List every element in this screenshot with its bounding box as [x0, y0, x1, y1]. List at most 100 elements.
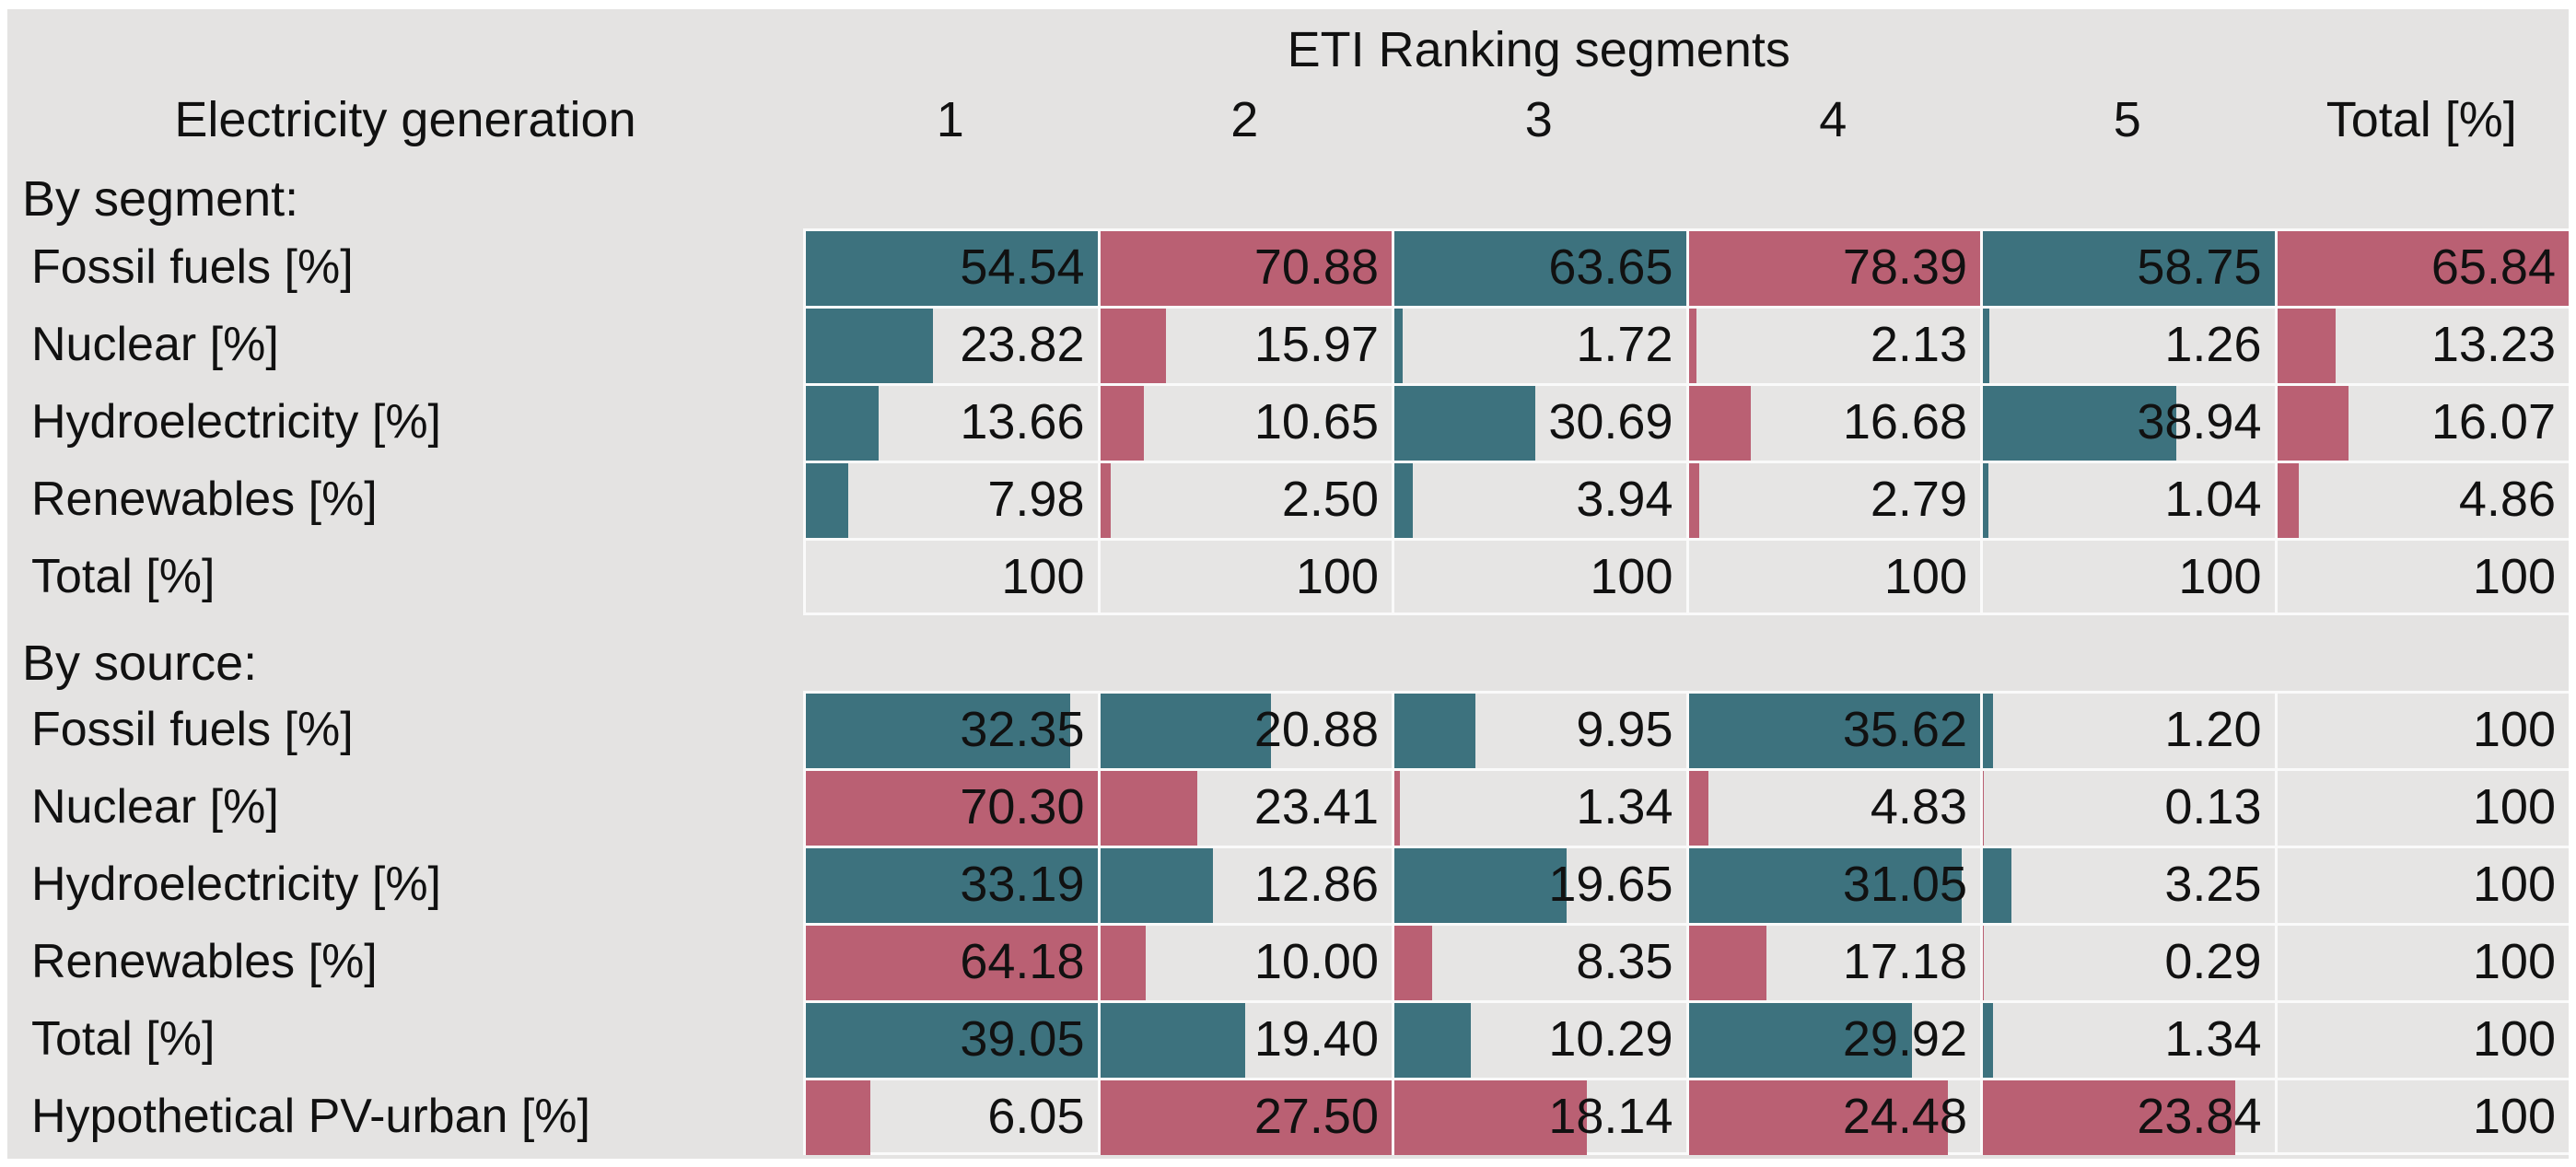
row-label: Renewables [%] [31, 935, 378, 988]
cell-value: 1.04 [2164, 472, 2262, 527]
data-cell: 19.65 [1392, 846, 1686, 923]
data-cell: 10.29 [1392, 1000, 1686, 1078]
data-bar [1688, 1080, 1949, 1155]
data-bar [1688, 694, 1980, 768]
cell-value: 100 [2472, 1089, 2556, 1144]
data-cell: 8.35 [1392, 923, 1686, 1000]
data-cell: 100 [2274, 923, 2569, 1000]
data-bar [1394, 1080, 1587, 1155]
data-bar [1688, 309, 1697, 383]
data-cell: 1.72 [1392, 306, 1686, 383]
data-bar [1100, 694, 1272, 768]
cell-value: 30.69 [1548, 394, 1673, 449]
data-bar [806, 231, 1098, 306]
cell-value: 2.79 [1870, 472, 1967, 527]
cell-value: 100 [1883, 549, 1967, 604]
data-cell: 4.86 [2274, 461, 2569, 538]
column-header-5: 5 [2113, 92, 2141, 147]
cell-value: 19.65 [1548, 857, 1673, 912]
data-cell: 6.05 [803, 1078, 1098, 1155]
data-bar [1394, 463, 1413, 538]
data-cell: 70.88 [1097, 228, 1392, 306]
data-cell: 15.97 [1097, 306, 1392, 383]
row-label: Hydroelectricity [%] [31, 858, 441, 911]
cell-value: 31.05 [1842, 857, 1967, 912]
data-cell: 32.35 [803, 691, 1098, 768]
data-cell: 10.65 [1097, 383, 1392, 461]
data-bar [806, 848, 1098, 923]
data-bar [1394, 771, 1401, 846]
column-header-3: 3 [1524, 92, 1553, 147]
data-bar [806, 926, 1098, 1000]
cell-value: 100 [2472, 934, 2556, 989]
data-bar [1983, 1080, 2236, 1155]
data-cell: 64.18 [803, 923, 1098, 1000]
cell-value: 0.29 [2164, 934, 2262, 989]
data-bar [1394, 309, 1403, 383]
data-bar [1688, 231, 1980, 306]
cell-value: 8.35 [1576, 934, 1673, 989]
data-bar [1100, 309, 1166, 383]
cell-value: 6.05 [987, 1089, 1085, 1144]
data-bar [1688, 386, 1751, 461]
data-cell: 16.68 [1685, 383, 1980, 461]
cell-value: 16.07 [2430, 394, 2556, 449]
data-cell: 100 [2274, 1000, 2569, 1078]
column-header-electricity-generation: Electricity generation [174, 92, 636, 147]
data-cell: 54.54 [803, 228, 1098, 306]
data-cell: 70.30 [803, 768, 1098, 846]
data-cell: 1.20 [1980, 691, 2275, 768]
data-bar [1394, 926, 1433, 1000]
data-cell: 13.23 [2274, 306, 2569, 383]
cell-value: 1.20 [2164, 702, 2262, 757]
row-label: Hypothetical PV-urban [%] [31, 1090, 590, 1143]
data-cell: 38.94 [1980, 383, 2275, 461]
cell-value: 3.94 [1576, 472, 1673, 527]
data-cell: 58.75 [1980, 228, 2275, 306]
section-label-by-source: By source: [22, 636, 258, 691]
cell-value: 29.92 [1842, 1011, 1967, 1067]
cell-value: 100 [1590, 549, 1673, 604]
data-cell: 2.13 [1685, 306, 1980, 383]
data-cell: 100 [2274, 691, 2569, 768]
data-bar [1100, 1003, 1245, 1078]
cell-value: 12.86 [1253, 857, 1379, 912]
data-cell: 23.41 [1097, 768, 1392, 846]
cell-value: 100 [1001, 549, 1085, 604]
cell-value: 100 [2178, 549, 2262, 604]
data-cell: 100 [1685, 538, 1980, 615]
data-cell: 12.86 [1097, 846, 1392, 923]
data-cell: 100 [1097, 538, 1392, 615]
cell-value: 100 [2472, 1011, 2556, 1067]
data-cell: 20.88 [1097, 691, 1392, 768]
data-cell: 31.05 [1685, 846, 1980, 923]
cell-value: 0.13 [2164, 779, 2262, 834]
row-label: Total [%] [31, 1012, 216, 1066]
data-bar [1100, 386, 1145, 461]
cell-value: 15.97 [1253, 317, 1379, 372]
data-cell: 4.83 [1685, 768, 1980, 846]
cell-value: 9.95 [1576, 702, 1673, 757]
cell-value: 65.84 [2430, 239, 2556, 295]
row-label: Total [%] [31, 550, 216, 603]
cell-value: 70.88 [1253, 239, 1379, 295]
row-label: Nuclear [%] [31, 780, 279, 834]
data-bar [1688, 926, 1767, 1000]
data-bar [1983, 463, 1988, 538]
data-bar [1394, 231, 1686, 306]
data-bar [806, 1003, 1098, 1078]
data-bar [806, 309, 934, 383]
table-title: ETI Ranking segments [1287, 22, 1790, 77]
cell-value: 23.41 [1253, 779, 1379, 834]
data-cell: 78.39 [1685, 228, 1980, 306]
cell-value: 33.19 [960, 857, 1085, 912]
cell-value: 1.34 [1576, 779, 1673, 834]
data-cell: 29.92 [1685, 1000, 1980, 1078]
data-cell: 23.84 [1980, 1078, 2275, 1155]
data-bar [1983, 386, 2176, 461]
table-grid: ETI Ranking segments Electricity generat… [7, 9, 2569, 1159]
row-label: Hydroelectricity [%] [31, 395, 441, 449]
row-label: Fossil fuels [%] [31, 240, 354, 294]
data-bar [1983, 694, 1993, 768]
